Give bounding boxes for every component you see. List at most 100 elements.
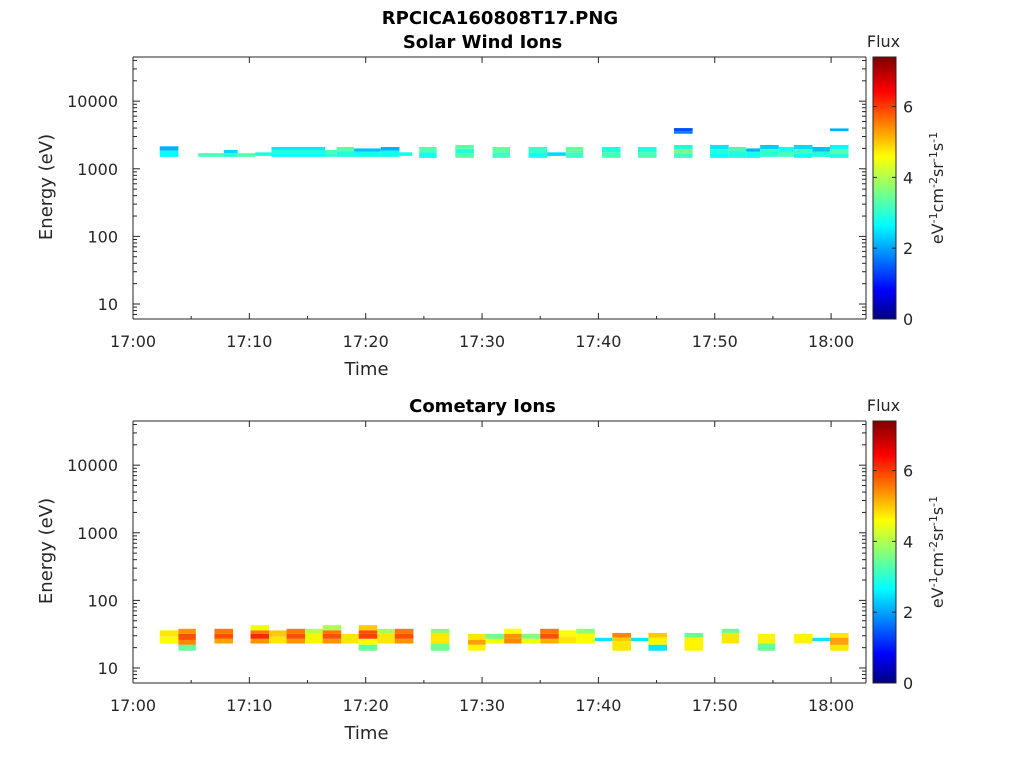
y-tick-label: 10: [98, 659, 118, 678]
heatmap-cell: [648, 632, 668, 638]
heatmap-cell: [778, 151, 794, 157]
heatmap-cell: [812, 146, 830, 152]
heatmap-cell: [492, 146, 510, 153]
heatmap-cell: [214, 633, 234, 639]
colorbar-title: Flux: [867, 32, 900, 51]
heatmap-cell: [322, 633, 342, 639]
heatmap-cell: [721, 632, 740, 644]
heatmap-cell: [419, 152, 437, 158]
y-tick-label: 10000: [67, 92, 118, 111]
heatmap-cell: [430, 643, 450, 651]
heatmap-cell: [601, 152, 621, 158]
y-tick-label: 10000: [67, 456, 118, 475]
heatmap-cell: [354, 151, 381, 157]
heatmap-cell: [324, 149, 337, 154]
heatmap-cell: [674, 149, 693, 154]
heatmap-cell: [455, 153, 474, 158]
x-tick-label: 17:00: [110, 332, 156, 351]
heatmap-cell: [630, 637, 649, 642]
heatmap-cell: [793, 149, 813, 154]
heatmap-cell: [710, 144, 729, 150]
heatmap-cell: [674, 131, 693, 134]
heatmap-cells: [159, 128, 849, 158]
heatmap-cell: [223, 149, 238, 154]
heatmap-cell: [380, 146, 400, 151]
x-axis-label: Time: [343, 359, 388, 380]
x-tick-label: 17:00: [110, 696, 156, 715]
x-tick-label: 17:50: [692, 332, 738, 351]
heatmap-cells: [159, 625, 849, 651]
colorbar-unit-label: eV-1cm-2sr-1s-1: [927, 132, 948, 244]
heatmap-cell: [214, 638, 234, 644]
heatmap-cell: [594, 637, 613, 642]
heatmap-cell: [793, 144, 813, 150]
x-tick-label: 17:30: [459, 696, 505, 715]
heatmap-cell: [521, 638, 541, 644]
heatmap-cell: [746, 151, 761, 158]
heatmap-cell: [558, 630, 577, 637]
heatmap-cell: [305, 633, 323, 644]
heatmap-cell: [601, 146, 621, 153]
heatmap-cell: [178, 639, 196, 645]
heatmap-cell: [812, 151, 830, 157]
heatmap-cell: [829, 632, 849, 638]
heatmap-cell: [576, 628, 595, 634]
panel-1: Solar Wind Ions 17:00 17:10 17:20 17:30 17:40…: [36, 32, 947, 380]
heatmap-cell: [322, 630, 342, 634]
heatmap-cell: [721, 628, 740, 633]
y-axis-label: Energy (eV): [36, 134, 57, 240]
heatmap-cell: [710, 153, 729, 158]
heatmap-cell: [336, 151, 355, 157]
heatmap-cell: [250, 638, 270, 644]
heatmap-cell: [358, 638, 378, 645]
colorbar-tick-label: 2: [903, 239, 913, 258]
x-tick-label: 17:30: [459, 332, 505, 351]
colorbar-tick-label: 4: [903, 532, 913, 551]
heatmap-cell: [455, 149, 474, 154]
heatmap-cell: [377, 633, 395, 644]
heatmap-cell: [540, 628, 559, 634]
heatmap-cell: [322, 625, 342, 631]
heatmap-cell: [380, 150, 400, 157]
heatmap-cell: [419, 146, 437, 153]
heatmap-cell: [637, 152, 657, 158]
y-axis-label: Energy (eV): [36, 498, 57, 604]
heatmap-cell: [269, 630, 287, 637]
heatmap-cell: [255, 152, 272, 156]
heatmap-cell: [547, 152, 566, 156]
x-tick-label: 17:10: [226, 332, 272, 351]
heatmap-cell: [778, 146, 794, 152]
heatmap-cell: [829, 128, 849, 132]
heatmap-cell: [710, 149, 729, 154]
heatmap-cell: [684, 632, 704, 638]
heatmap-cell: [576, 633, 595, 644]
heatmap-cell: [159, 146, 179, 151]
heatmap-cell: [358, 633, 378, 639]
x-tick-label: 17:20: [343, 696, 389, 715]
heatmap-cell: [271, 153, 325, 157]
heatmap-cell: [286, 638, 306, 644]
heatmap-cell: [237, 153, 256, 157]
heatmap-cell: [250, 630, 270, 634]
heatmap-cell: [728, 146, 747, 152]
heatmap-cell: [757, 643, 776, 651]
heatmap-cell: [455, 144, 474, 150]
heatmap-cell: [829, 149, 849, 154]
panel-title: Cometary Ions: [409, 396, 556, 417]
heatmap-cell: [540, 633, 559, 639]
heatmap-cell: [178, 644, 196, 651]
heatmap-cell: [504, 638, 522, 644]
colorbar: [872, 56, 897, 320]
heatmap-cell: [305, 628, 323, 634]
heatmap-cell: [178, 633, 196, 640]
heatmap-cell: [468, 639, 486, 645]
heatmap-cell: [829, 144, 849, 150]
heatmap-cell: [793, 153, 813, 158]
heatmap-cell: [504, 628, 522, 634]
colorbar-tick-label: 0: [903, 310, 913, 329]
heatmap-cell: [223, 153, 238, 157]
heatmap-cell: [286, 628, 306, 634]
heatmap-cell: [760, 149, 779, 157]
heatmap-cell: [504, 633, 522, 639]
